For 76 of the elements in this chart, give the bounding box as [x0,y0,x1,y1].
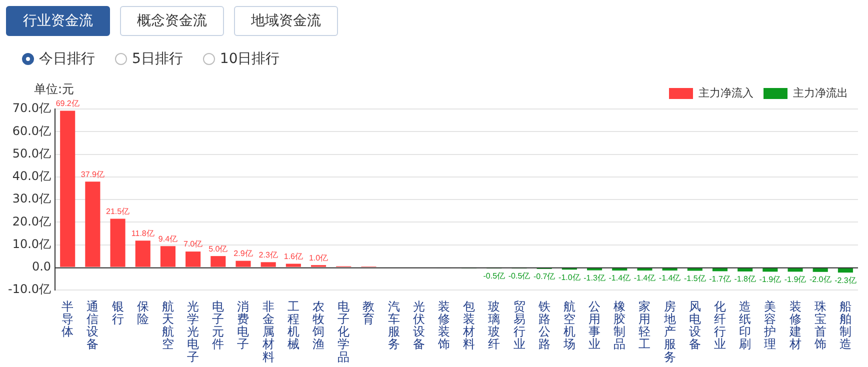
x-tick-label: 半导体 [62,299,74,339]
text: 10日排行 [220,50,280,68]
y-tick-label: 70.0亿 [12,101,52,116]
data-label: 9.4亿 [158,234,178,244]
data-label: -1.0亿 [558,272,580,282]
y-axis-title: 单位:元 [34,82,74,96]
data-label: -1.9亿 [759,274,782,284]
data-label: 2.3亿 [258,250,278,260]
data-label: -1.5亿 [684,274,706,283]
x-tick-label: 贸易行业 [513,299,526,352]
x-tick-label: 通信设备 [86,299,99,352]
x-tick-label: 化纤行业 [714,299,726,352]
data-label: -2.0亿 [809,275,832,284]
data-label: 5.0亿 [208,244,228,254]
data-label: 1.0亿 [308,253,328,262]
text: 地域资金流 [234,6,338,36]
data-label: 11.8亿 [131,228,154,238]
data-label: 37.9亿 [80,170,104,179]
y-tick-label: 60.0亿 [12,124,52,138]
x-tick-label: 银行 [110,299,124,326]
x-tick-label: 汽车服务 [388,299,400,352]
x-tick-label: 装修装饰 [436,299,450,352]
x-tick-label: 非金属材料 [261,299,274,364]
data-label: -0.7亿 [533,272,556,282]
x-tick-label: 美容护理 [763,299,776,352]
data-label: 21.5亿 [106,206,130,216]
data-label: -2.3亿 [834,276,856,285]
x-tick-label: 工程机械 [287,299,300,352]
text: 概念资金流 [120,6,224,36]
y-tick-label: 10.0亿 [12,236,52,251]
x-tick-label: 保险 [136,299,149,326]
x-tick-label: 消费电子 [237,299,250,352]
legend-label: 主力净流入 [698,86,754,100]
data-label: -1.3亿 [584,274,606,283]
x-tick-label: 风电设备 [688,299,701,352]
x-tick-label: 公用事业 [588,299,601,352]
data-label: -1.9亿 [784,274,806,284]
data-label: -1.4亿 [658,274,681,283]
x-tick-label: 珠宝首饰 [813,299,826,352]
data-label: -1.4亿 [634,274,656,283]
x-tick-label: 造纸印刷 [739,299,752,352]
data-label: 69.2亿 [56,99,80,108]
y-tick-label: 20.0亿 [12,214,52,228]
data-label: 1.6亿 [284,252,303,261]
x-tick-label: 光伏设备 [412,299,425,352]
x-tick-label: 船舶制造 [839,299,852,352]
x-tick-label: 玻璃玻纤 [488,299,500,352]
x-tick-label: 包装材料 [462,299,476,352]
x-tick-label: 农牧饲渔 [312,299,325,352]
y-tick-label: 30.0亿 [12,192,52,206]
x-tick-label: 铁路公路 [537,299,550,352]
x-tick-label: 房地产服务 [662,299,676,364]
data-label: -0.5亿 [483,272,506,281]
x-tick-label: 橡胶制品 [614,299,626,352]
x-tick-label: 家用轻工 [638,299,651,352]
x-tick-label: 航空机场 [562,299,576,352]
x-tick-label: 航天航空 [162,299,174,352]
x-tick-label: 光学光电子 [187,299,200,364]
legend-label: 主力净流出 [793,86,848,100]
x-tick-label: 电子元件 [212,299,224,352]
data-label: 7.0亿 [183,240,203,249]
text: 5日排行 [132,50,183,68]
x-tick-label: 装修建材 [788,299,802,352]
x-tick-label: 教育 [362,299,375,326]
data-label: -1.4亿 [608,274,631,283]
y-tick-label: -10.0亿 [8,282,52,296]
data-label: -1.7亿 [709,274,731,284]
x-tick-label: 电子化学品 [338,299,350,364]
data-label: 2.9亿 [234,249,253,258]
y-tick-label: 40.0亿 [12,169,52,183]
data-label: -0.5亿 [508,272,530,281]
y-tick-label: 50.0亿 [12,146,52,160]
y-tick-label: 0.0 [32,260,52,274]
data-label: -1.8亿 [734,274,756,284]
text: 今日排行 [39,50,95,68]
text: 行业资金流 [6,6,110,36]
